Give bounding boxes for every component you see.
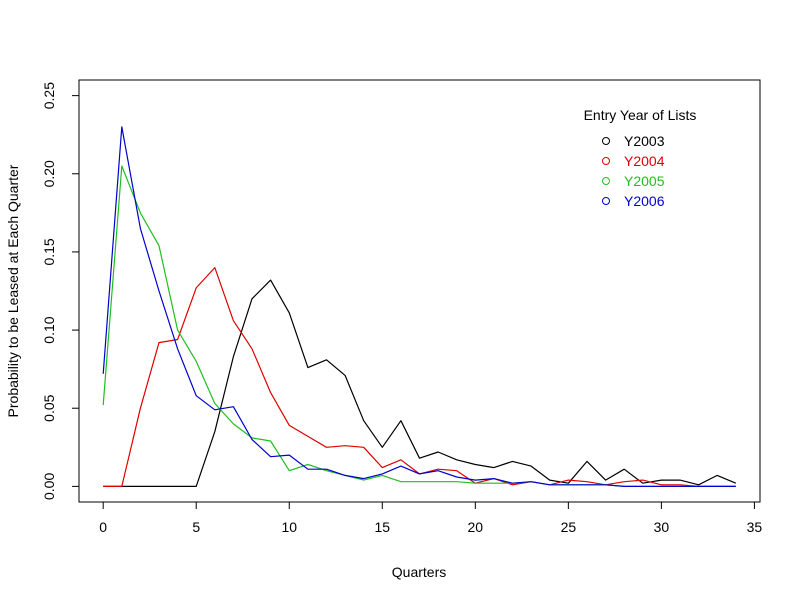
legend-marker	[602, 157, 610, 165]
y-tick-label: 0.25	[41, 82, 57, 109]
x-tick-label: 5	[192, 519, 200, 535]
x-tick-label: 10	[281, 519, 297, 535]
y-axis: 0.00 0.05 0.10 0.15 0.20 0.25	[41, 82, 80, 500]
x-axis-label: Quarters	[392, 564, 446, 580]
y-tick-label: 0.05	[41, 394, 57, 421]
series-line-y2004	[103, 267, 736, 487]
legend-label: Y2004	[624, 153, 665, 169]
legend-label: Y2003	[624, 133, 665, 149]
x-tick-label: 20	[468, 519, 484, 535]
y-tick-label: 0.20	[41, 160, 57, 187]
legend-title: Entry Year of Lists	[584, 107, 697, 123]
legend-label: Y2005	[624, 173, 665, 189]
series-line-y2005	[102, 165, 736, 487]
legend-marker	[602, 177, 610, 185]
series-lines	[102, 126, 737, 487]
legend: Entry Year of Lists Y2003 Y2004 Y2005 Y2006	[584, 107, 697, 209]
x-tick-label: 30	[654, 519, 670, 535]
legend-marker	[602, 137, 610, 145]
y-axis-label: Probability to be Leased at Each Quarter	[5, 164, 21, 417]
series-line-y2003	[103, 279, 737, 487]
x-tick-label: 35	[747, 519, 763, 535]
legend-marker	[602, 197, 610, 205]
x-tick-label: 0	[99, 519, 107, 535]
y-tick-label: 0.00	[41, 473, 57, 500]
x-tick-label: 25	[561, 519, 577, 535]
y-tick-label: 0.15	[41, 238, 57, 265]
x-axis: 0 5 10 15 20 25 30 35	[99, 501, 763, 535]
series-line-y2006	[102, 126, 736, 487]
legend-label: Y2006	[624, 193, 665, 209]
y-tick-label: 0.10	[41, 316, 57, 343]
x-tick-label: 15	[374, 519, 390, 535]
